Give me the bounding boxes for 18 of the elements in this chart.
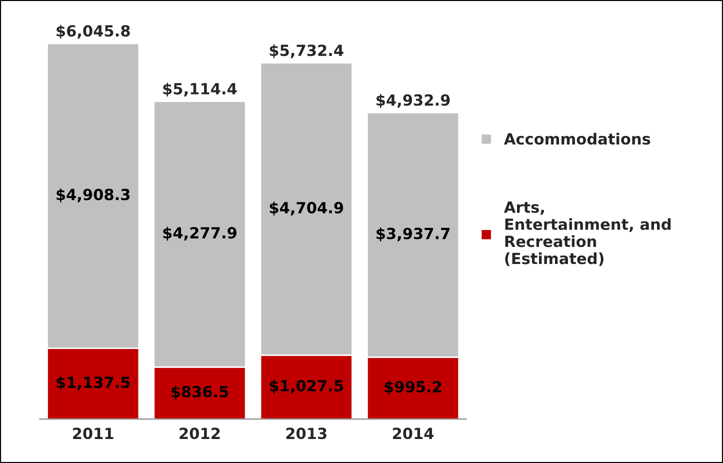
data-label: $4,277.9: [163, 226, 236, 241]
data-label: $4,908.3: [56, 188, 130, 202]
total-label: $5,114.4: [163, 82, 237, 97]
x-tick-label: 2014: [392, 428, 434, 440]
x-tick-label: 2012: [180, 428, 220, 440]
total-label: $5,732.4: [270, 44, 344, 58]
data-label: $3,937.7: [376, 227, 450, 242]
total-label: $4,932.9: [376, 94, 450, 108]
x-tick-label: 2011: [73, 428, 114, 440]
legend-label: Arts, Entertainment, and Recreation (Estimated): [504, 202, 671, 266]
x-tick-label: 2013: [286, 428, 326, 440]
data-label: $4,704.9: [270, 202, 344, 216]
data-label: $1,027.5: [270, 380, 343, 394]
total-label: $6,045.8: [56, 24, 130, 39]
data-label: $1,137.5: [56, 376, 130, 390]
data-label: $836.5: [171, 386, 228, 400]
data-label: $995.2: [384, 380, 442, 395]
legend-label: Accommodations: [504, 132, 650, 145]
